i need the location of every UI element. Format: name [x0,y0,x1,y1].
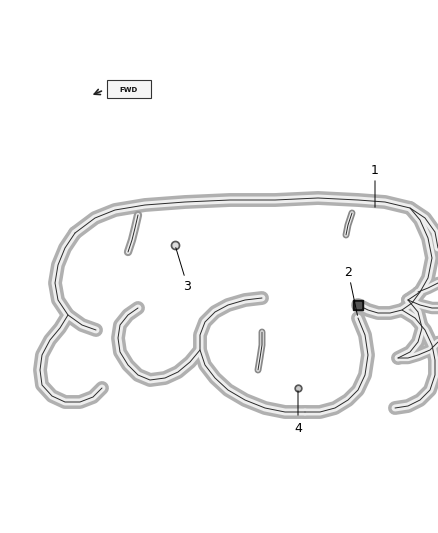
FancyBboxPatch shape [107,80,151,98]
Text: FWD: FWD [120,87,138,93]
Text: 3: 3 [183,279,191,293]
Text: 2: 2 [344,265,352,279]
Text: 4: 4 [294,422,302,434]
Text: 1: 1 [371,164,379,176]
